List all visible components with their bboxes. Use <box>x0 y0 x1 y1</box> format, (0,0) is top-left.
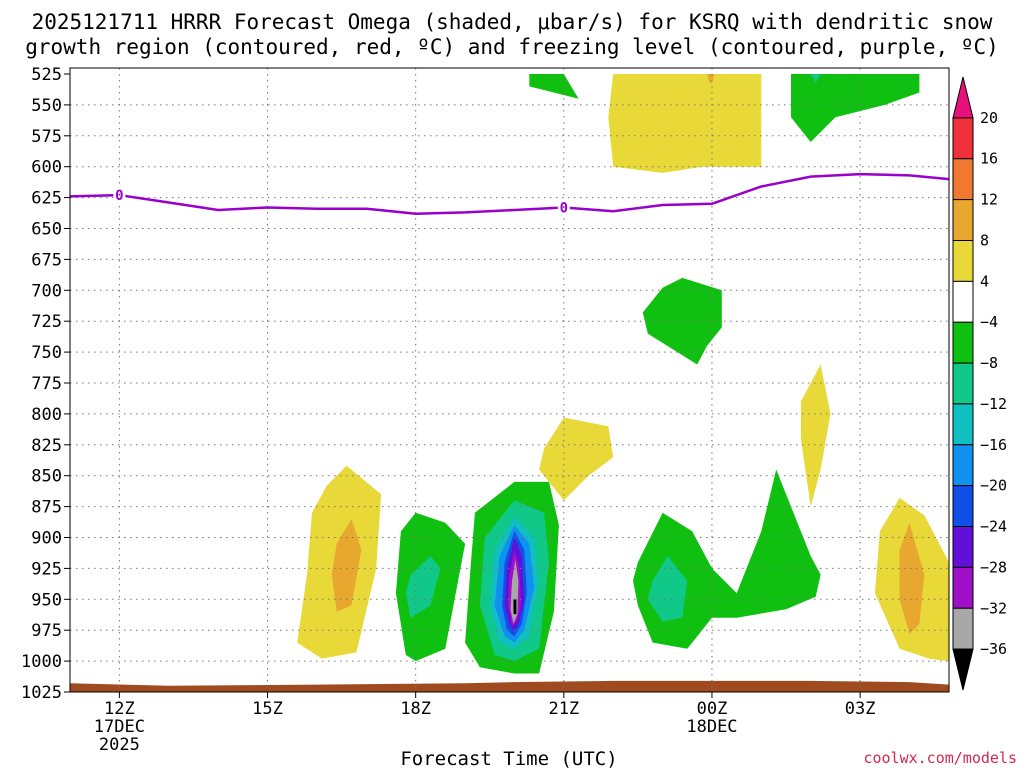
y-tick-label: 600 <box>31 158 62 178</box>
colorbar-segment <box>952 566 974 609</box>
y-tick-label: 825 <box>31 436 62 456</box>
colorbar-label: −24 <box>980 518 1007 536</box>
pressure-axis: 525 550 575 600 625 650 675 700 725 750 775 800 825 8… <box>21 65 70 703</box>
freezing-label-bg-0 <box>113 187 126 203</box>
colorbar-label: −16 <box>980 436 1007 454</box>
y-tick-label: 725 <box>31 312 62 332</box>
x-tick-label: 18Z <box>400 699 431 719</box>
colorbar-segment <box>952 158 974 201</box>
dotted-grid <box>70 68 949 692</box>
colorbar-segment <box>952 485 974 528</box>
x-tick-label: 03Z <box>845 699 876 719</box>
credit-text: coolwx.com/models <box>863 749 1017 767</box>
colorbar-segment <box>952 76 974 119</box>
colorbar-label: 8 <box>980 231 989 249</box>
region-green-top-b <box>791 74 920 142</box>
y-tick-label: 525 <box>31 65 62 85</box>
plot-frame <box>69 67 950 693</box>
region-orange-top-sliver <box>707 74 715 83</box>
chart-title-line2: growth region (contoured, red, ºC) and f… <box>25 35 999 59</box>
colorbar-label: 12 <box>980 191 998 209</box>
region-yellow-top <box>608 74 762 173</box>
region-yellow-mid <box>539 417 614 501</box>
colorbar-label: 16 <box>980 150 998 168</box>
y-tick-label: 575 <box>31 127 62 147</box>
x-tick-label: 00Z <box>697 699 728 719</box>
x-axis-label: Forecast Time (UTC) <box>400 748 617 768</box>
colorbar-label: −36 <box>980 640 1007 658</box>
colorbar-segment <box>952 117 974 160</box>
freezing-level-label: 0 <box>115 188 123 204</box>
y-tick-label: 750 <box>31 343 62 363</box>
colorbar-segment <box>952 362 974 405</box>
x-tick-label: 21Z <box>548 699 579 719</box>
colorbar-segment <box>952 444 974 487</box>
colorbar-label: −12 <box>980 395 1007 413</box>
region-yellow-mid-right <box>800 364 831 507</box>
y-tick-label: 900 <box>31 529 62 549</box>
colorbar-segment <box>952 280 974 323</box>
freezing-level-line <box>69 172 950 215</box>
colorbar-segment <box>952 239 974 282</box>
x-tick-label: 17DEC <box>94 717 145 737</box>
region-green-b <box>633 469 821 649</box>
y-tick-label: 975 <box>31 621 62 641</box>
freezing-level-label: 0 <box>560 200 568 216</box>
colorbar-label: −4 <box>980 313 998 331</box>
colorbar-segment <box>952 607 974 650</box>
colorbar-segment <box>952 648 974 691</box>
y-tick-label: 1025 <box>21 683 62 703</box>
colorbar-label: 4 <box>980 272 989 290</box>
chart-title-line1: 2025121711 HRRR Forecast Omega (shaded, … <box>32 10 993 34</box>
y-tick-label: 925 <box>31 559 62 579</box>
colorbar-label: 20 <box>980 109 998 127</box>
y-tick-label: 850 <box>31 467 62 487</box>
y-tick-label: 775 <box>31 374 62 394</box>
omega-colorbar: 20 16 12 8 4 −4 −8 −12 −16 −20 −24 −28 −32 −36 <box>952 76 1007 691</box>
y-tick-label: 675 <box>31 250 62 270</box>
x-tick-label: 2025 <box>99 735 140 755</box>
region-teal-b <box>647 556 688 622</box>
freezing-level-contour: 00 <box>69 172 950 216</box>
x-tick-label: 18DEC <box>686 717 737 737</box>
y-tick-label: 550 <box>31 96 62 116</box>
omega-shaded-regions <box>297 74 949 674</box>
region-green-top-a <box>529 74 579 99</box>
region-black-core <box>513 599 517 615</box>
colorbar-label: −28 <box>980 558 1007 576</box>
y-tick-label: 950 <box>31 590 62 610</box>
x-tick-label: 12Z <box>104 699 135 719</box>
x-tick-label: 15Z <box>252 699 283 719</box>
colorbar-segment <box>952 403 974 446</box>
region-orange-a <box>331 519 362 612</box>
y-tick-label: 650 <box>31 220 62 240</box>
region-orange-b <box>899 522 925 634</box>
region-teal-top-sliver <box>810 74 821 83</box>
colorbar-label: −8 <box>980 354 998 372</box>
y-tick-label: 700 <box>31 281 62 301</box>
region-gray-core <box>510 559 519 624</box>
colorbar-segment <box>952 321 974 364</box>
freezing-label-bg-1 <box>557 199 570 215</box>
y-tick-label: 625 <box>31 189 62 209</box>
y-tick-label: 1000 <box>21 652 62 672</box>
y-tick-label: 800 <box>31 405 62 425</box>
region-teal-a <box>405 556 441 618</box>
colorbar-label: −32 <box>980 599 1007 617</box>
colorbar-segment <box>952 199 974 241</box>
y-tick-label: 875 <box>31 498 62 518</box>
ground-layer <box>70 680 949 692</box>
colorbar-label: −20 <box>980 477 1007 495</box>
ground-fill <box>70 680 949 692</box>
colorbar-segment <box>952 526 974 568</box>
